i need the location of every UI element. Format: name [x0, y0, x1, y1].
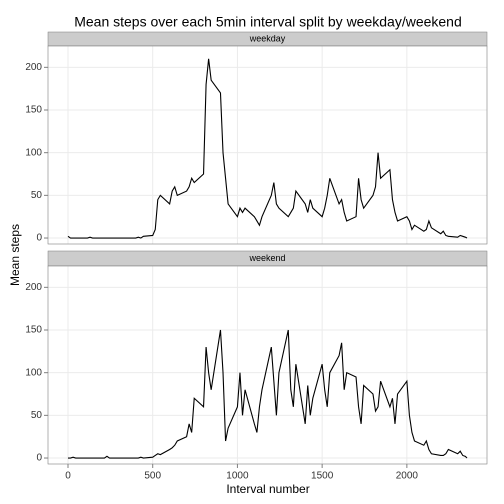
y-tick-label: 0 — [36, 453, 42, 464]
line-series — [67, 58, 468, 239]
strip-label: weekday — [249, 33, 286, 43]
y-tick-label: 150 — [25, 325, 42, 336]
y-tick-label: 0 — [36, 233, 42, 244]
y-axis-label: Mean steps — [8, 224, 22, 286]
y-tick-label: 100 — [25, 147, 42, 158]
y-tick-label: 200 — [25, 62, 42, 73]
panel — [48, 46, 487, 244]
strip-label: weekend — [248, 253, 285, 263]
y-tick-label: 50 — [31, 410, 43, 421]
panel-border — [47, 45, 488, 245]
y-tick-label: 200 — [25, 282, 42, 293]
y-tick-label: 150 — [25, 105, 42, 116]
x-tick-label: 0 — [65, 471, 71, 482]
panel-border — [47, 265, 488, 465]
x-tick-label: 1500 — [311, 471, 334, 482]
x-axis-label: Interval number — [226, 482, 309, 496]
x-tick-label: 1000 — [226, 471, 249, 482]
x-tick-label: 500 — [144, 471, 161, 482]
chart-title: Mean steps over each 5min interval split… — [74, 14, 462, 30]
x-tick-label: 2000 — [396, 471, 419, 482]
line-series — [67, 329, 468, 459]
y-tick-label: 100 — [25, 367, 42, 378]
y-tick-label: 50 — [31, 190, 43, 201]
